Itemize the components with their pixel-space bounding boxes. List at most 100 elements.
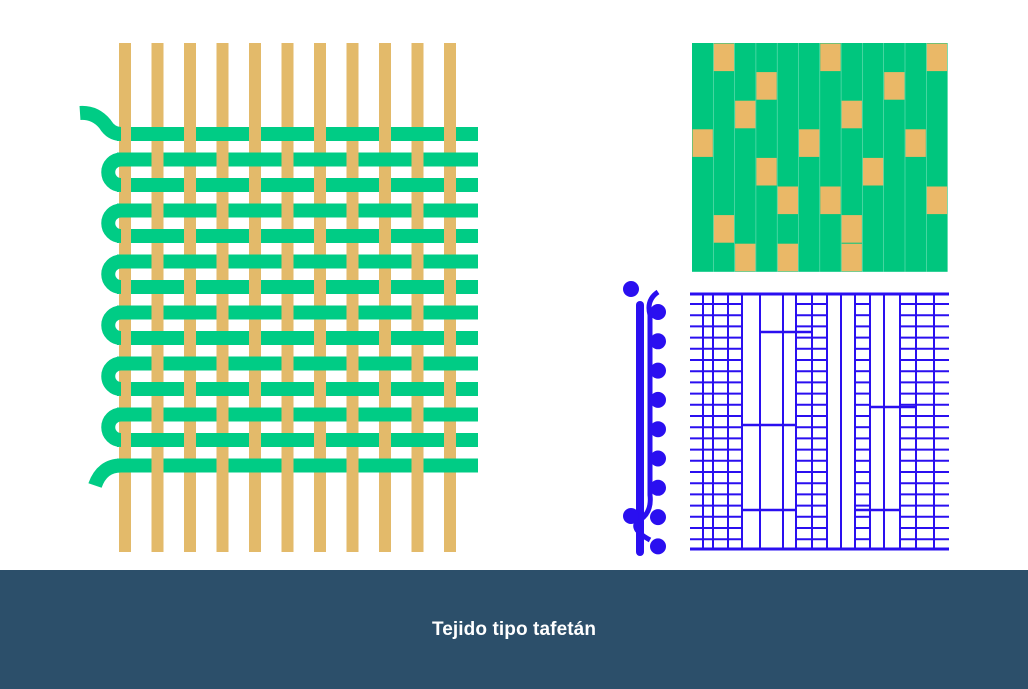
warp-float [379, 229, 391, 243]
grid-cell-warp-up [799, 129, 820, 157]
weft-thread [117, 127, 478, 141]
selvedge-loop-dot [650, 479, 666, 496]
warp-thread [411, 43, 424, 552]
weft-thread [117, 254, 478, 269]
warp-float [314, 433, 326, 447]
warp-float [151, 305, 164, 320]
warp-float [249, 178, 261, 192]
warp-float [119, 229, 131, 243]
selvedge-turn [101, 407, 122, 447]
selvedge-thread [633, 289, 660, 543]
warp-thread [216, 43, 229, 552]
warp-float [444, 127, 456, 141]
point-paper-grid [692, 43, 948, 272]
weft-thread [117, 458, 478, 473]
grid-cell-warp-up [841, 215, 862, 243]
warp-float [119, 280, 131, 294]
grid-cell-warp-up [926, 186, 948, 215]
warp-float [346, 458, 359, 473]
warp-float [281, 203, 294, 218]
warp-float [151, 458, 164, 473]
grid-cell-warp-up [777, 186, 798, 215]
caption-text: Tejido tipo tafetán [431, 618, 597, 640]
warp-float [314, 178, 326, 192]
warp-thread [346, 43, 359, 552]
grid-background [692, 43, 948, 272]
warp-float [151, 152, 164, 167]
weft-thread [117, 382, 478, 396]
warp-float [411, 152, 424, 167]
warp-float [151, 254, 164, 269]
warp-float [444, 178, 456, 192]
selvedge-turn [101, 305, 122, 345]
warp-float [346, 152, 359, 167]
warp-float [346, 407, 359, 422]
weft-entry-tail [79, 105, 122, 141]
grid-cell-warp-up [841, 243, 862, 272]
warp-float [216, 254, 229, 269]
weft-thread [117, 305, 478, 320]
warp-float [346, 356, 359, 371]
warp-float [184, 127, 196, 141]
warp-float [184, 178, 196, 192]
warp-float [184, 331, 196, 345]
warp-float [216, 356, 229, 371]
warp-float [411, 356, 424, 371]
selvedge-loop-dot [650, 362, 666, 379]
warp-thread [444, 43, 456, 552]
warp-float [379, 433, 391, 447]
selvedge-turn [101, 152, 122, 192]
plain-weave-illustration [79, 43, 478, 552]
weft-thread [117, 407, 478, 422]
warp-float [119, 331, 131, 345]
warp-float [314, 127, 326, 141]
warp-float [216, 203, 229, 218]
grid-cell-warp-up [713, 43, 735, 72]
warp-float [119, 178, 131, 192]
warp-thread [314, 43, 326, 552]
weft-thread [117, 178, 478, 192]
warp-float [379, 178, 391, 192]
grid-cell-warp-up [820, 186, 841, 215]
grid-cell-warp-up [884, 72, 905, 100]
warp-float [346, 203, 359, 218]
warp-float [379, 331, 391, 345]
grid-cell-warp-up [713, 215, 735, 243]
weft-thread [117, 203, 478, 218]
warp-float [151, 407, 164, 422]
warp-float [281, 305, 294, 320]
grid-cell-warp-up [862, 157, 884, 186]
warp-float [216, 152, 229, 167]
warp-float [444, 382, 456, 396]
warp-float [184, 280, 196, 294]
warp-float [346, 305, 359, 320]
weft-thread [117, 280, 478, 294]
grid-cell-warp-up [905, 129, 926, 157]
selvedge-loop-dot [650, 333, 666, 350]
grid-cell-warp-up [820, 43, 841, 72]
warp-float [249, 331, 261, 345]
grid-cell-warp-up [777, 243, 798, 272]
weave-diagram-area [79, 43, 949, 556]
warp-float [281, 254, 294, 269]
warp-float [184, 433, 196, 447]
warp-float [314, 331, 326, 345]
warp-float [249, 433, 261, 447]
warp-float [314, 229, 326, 243]
selvedge-loop-dot [650, 421, 666, 438]
warp-float [411, 407, 424, 422]
warp-float [249, 280, 261, 294]
weft-exit-tail [88, 458, 122, 489]
warp-thread [249, 43, 261, 552]
warp-float [249, 382, 261, 396]
warp-float [411, 305, 424, 320]
warp-float [281, 458, 294, 473]
selvedge-loop-dot [650, 450, 666, 467]
selvedge-loop-dot [650, 509, 666, 526]
selvedge-turn [101, 356, 122, 396]
selvedge-loop-dot [650, 538, 666, 555]
warp-thread [119, 43, 131, 552]
warp-float [151, 356, 164, 371]
warp-float [444, 229, 456, 243]
grid-cell-warp-up [735, 243, 756, 272]
